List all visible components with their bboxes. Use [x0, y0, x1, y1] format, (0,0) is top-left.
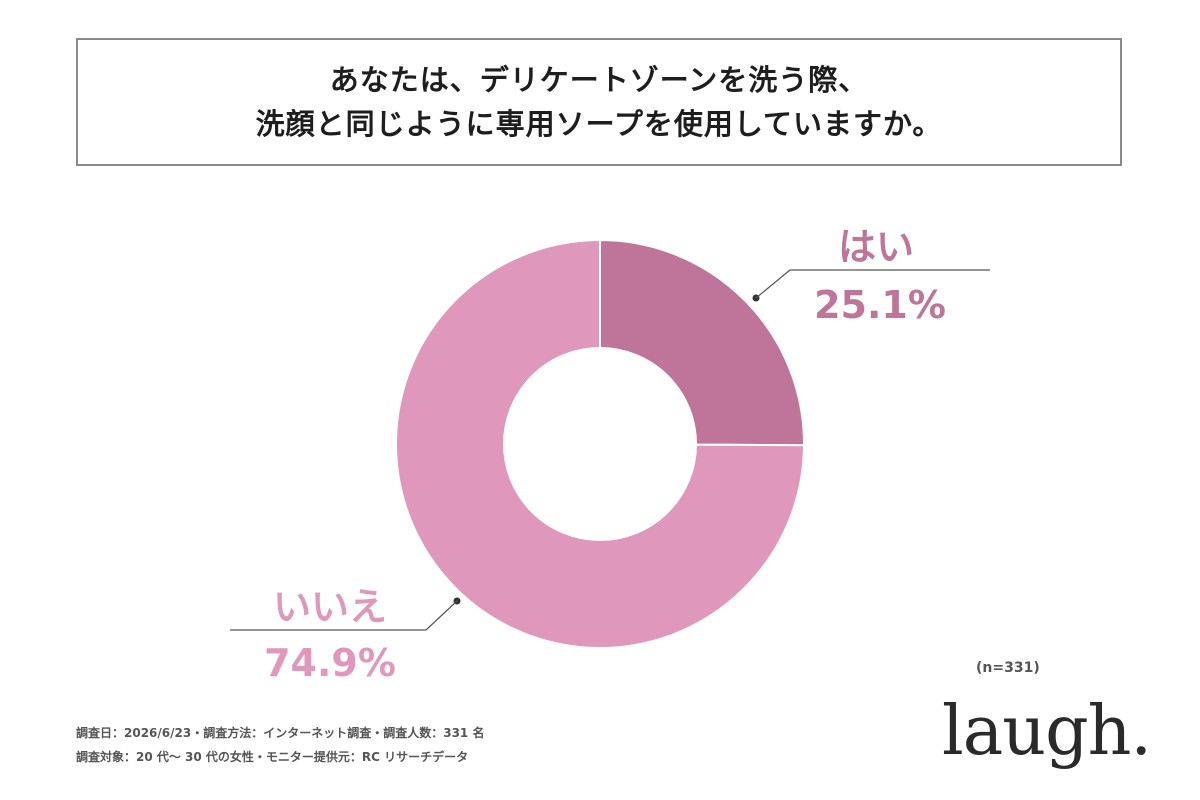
brand-logo: laugh. — [942, 692, 1152, 771]
leader-line-no — [230, 600, 458, 631]
leader-line-yes — [755, 269, 990, 299]
value-label-yes: 25.1% — [814, 283, 946, 327]
slice-yes — [599, 238, 805, 447]
sample-size-label: (n=331) — [976, 660, 1040, 676]
footnote-survey-target: 調査対象：20 代〜 30 代の女性・モニター提供元：RC リサーチデータ — [76, 750, 469, 764]
category-label-no: いいえ — [273, 585, 387, 629]
title-line-2: 洗顔と同じように専用ソープを使用していますか。 — [255, 107, 943, 141]
title-line-1: あなたは、デリケートゾーンを洗う際、 — [329, 63, 869, 97]
footnote-survey-info: 調査日：2026/6/23・調査方法：インターネット調査・調査人数：331 名 — [76, 726, 485, 740]
slice-no — [395, 238, 806, 649]
value-label-no: 74.9% — [264, 641, 396, 685]
category-label-yes: はい — [838, 225, 914, 269]
title-box: あなたは、デリケートゾーンを洗う際、 洗顔と同じように専用ソープを使用しています… — [76, 38, 1122, 166]
